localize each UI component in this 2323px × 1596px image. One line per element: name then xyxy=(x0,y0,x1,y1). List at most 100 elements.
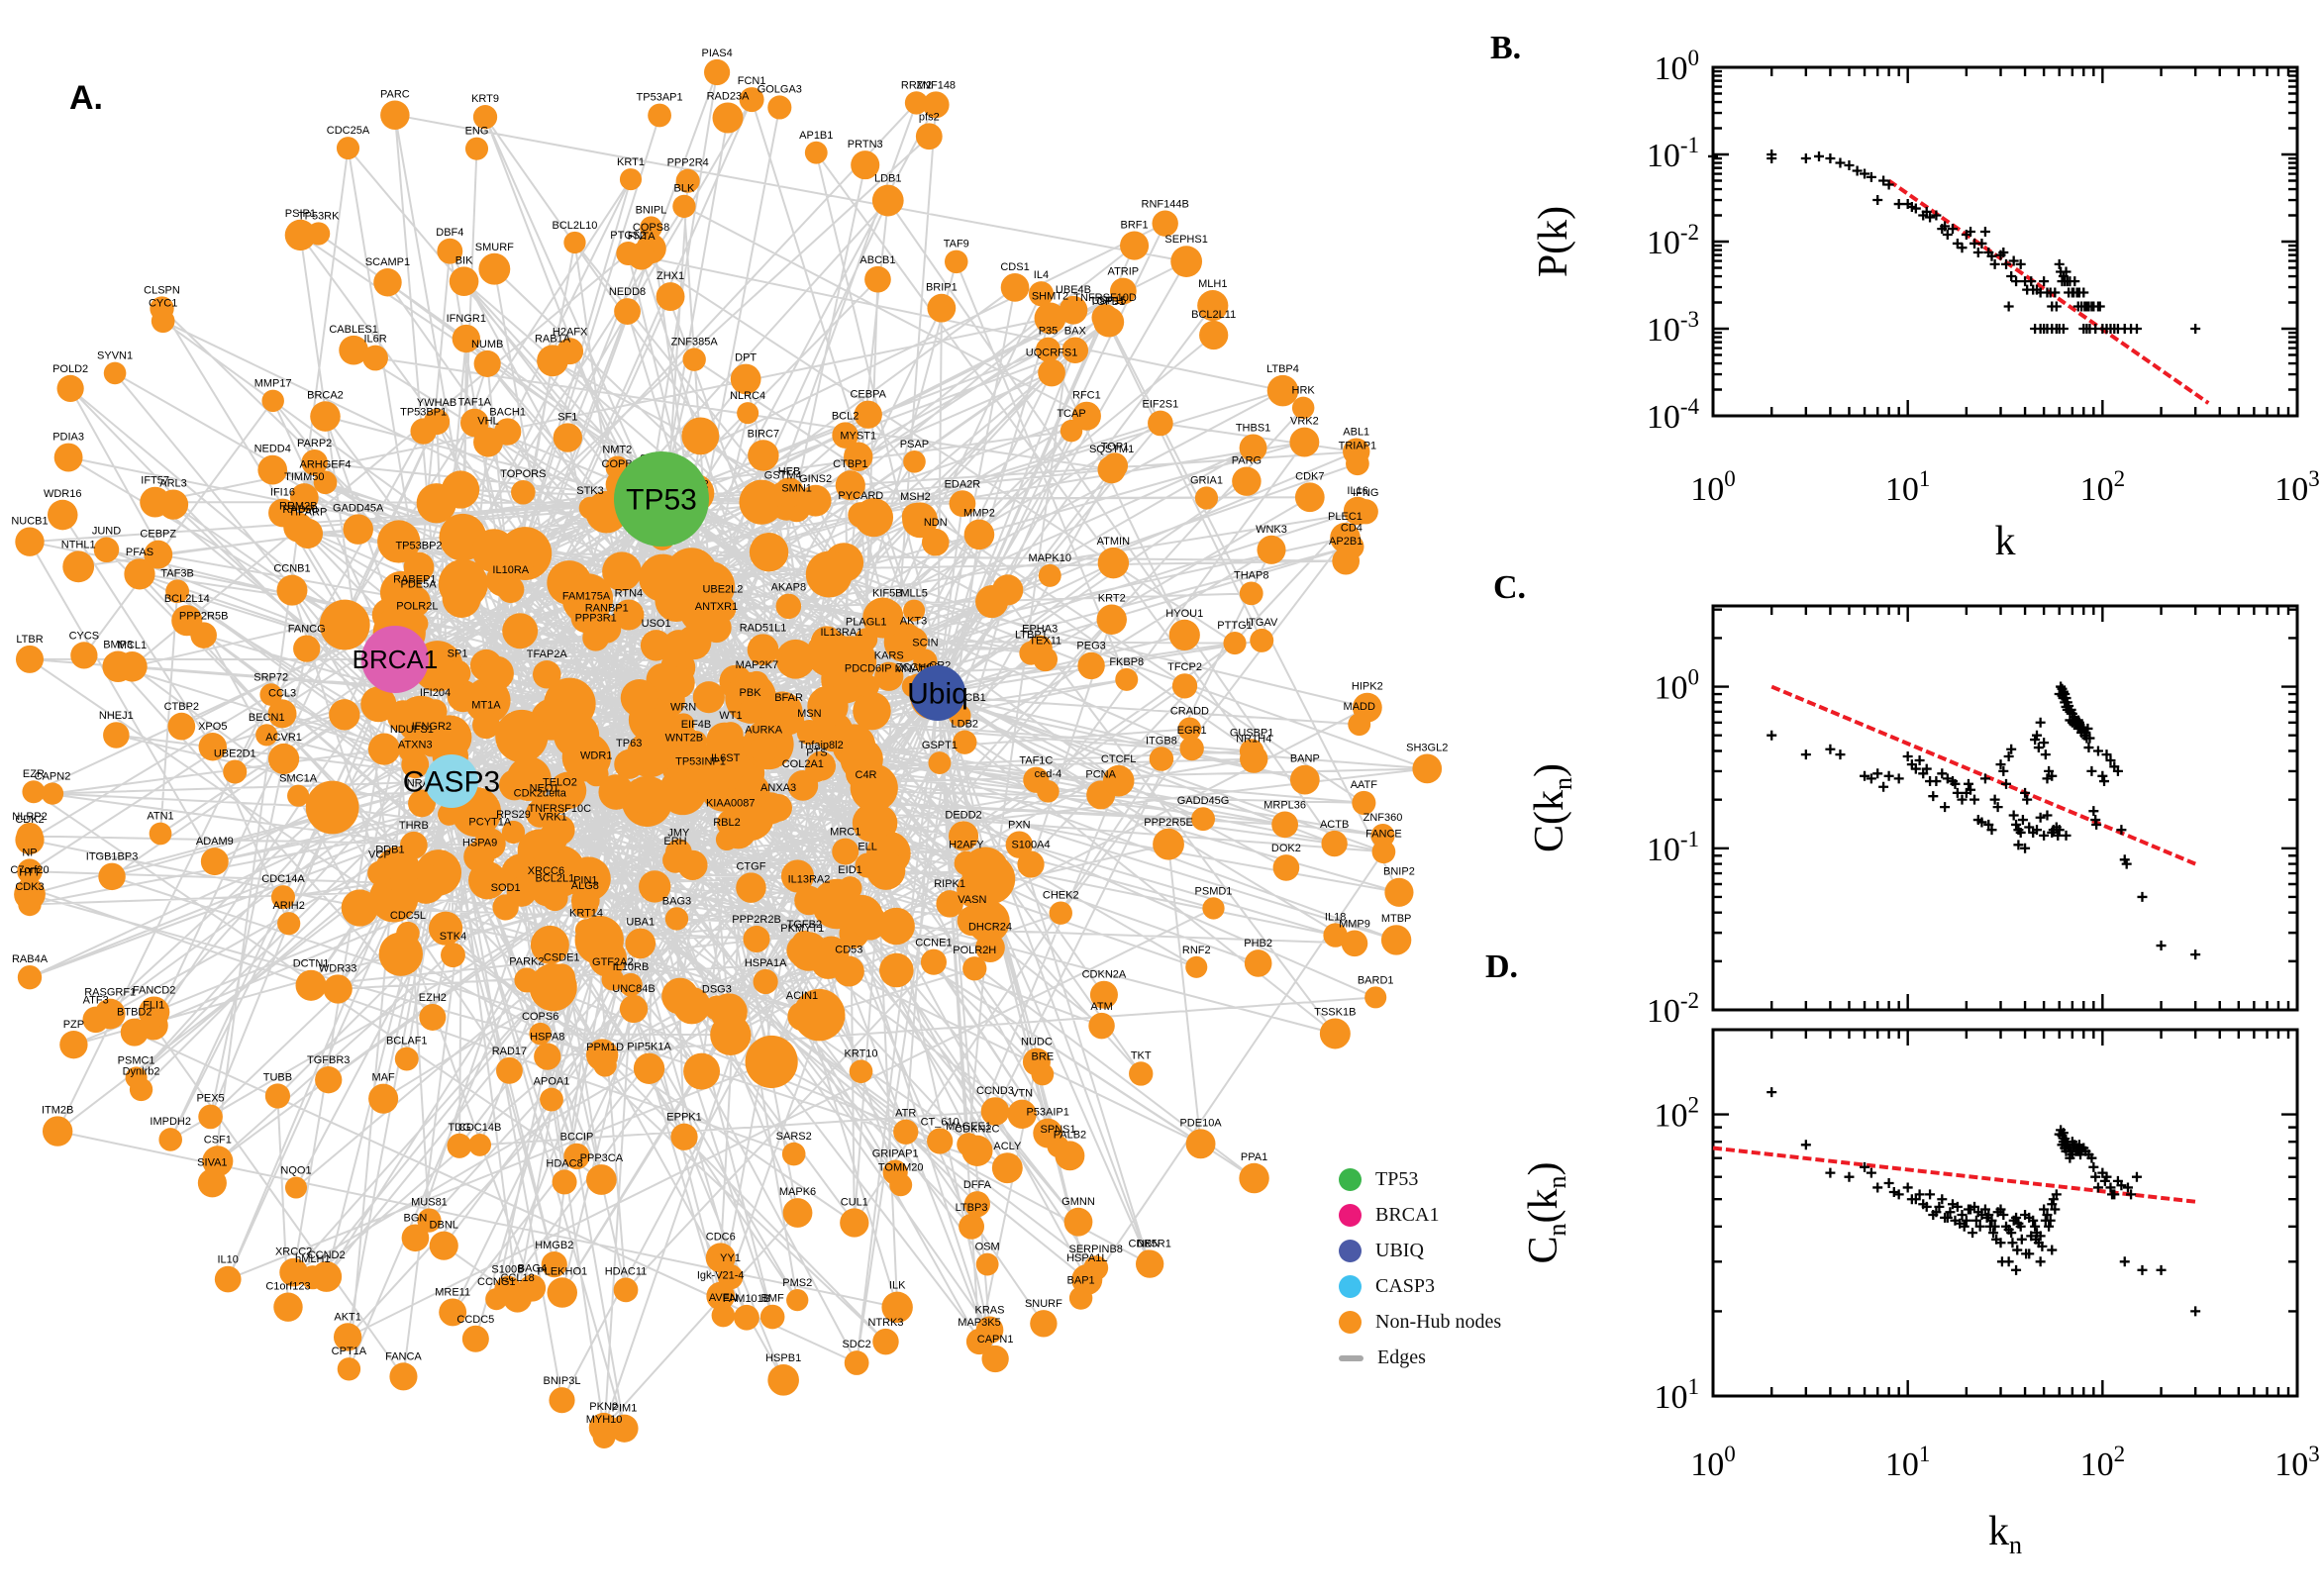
network-node-label: TAF3B xyxy=(160,567,193,579)
network-node xyxy=(223,759,248,784)
network-node xyxy=(853,691,891,731)
network-node-label: TDG xyxy=(448,1122,470,1134)
network-node xyxy=(712,102,744,134)
network-node-label: THBS1 xyxy=(1236,422,1270,434)
network-node-label: HSPA1L xyxy=(1066,1252,1107,1264)
hub-node-label: TP53 xyxy=(626,484,697,517)
network-node xyxy=(877,907,915,946)
network-node xyxy=(1380,925,1412,955)
network-node xyxy=(656,282,685,312)
network-node-label: ATM xyxy=(1090,1001,1112,1013)
network-node xyxy=(144,540,173,569)
network-node-label: PSMC1 xyxy=(118,1054,155,1066)
network-node xyxy=(1330,522,1361,553)
axis-ticks xyxy=(1711,1028,2299,1398)
network-node xyxy=(534,1043,561,1070)
network-node xyxy=(461,1325,489,1352)
network-node xyxy=(625,928,656,959)
network-node-label: PPP2R5E xyxy=(1144,817,1193,829)
network-node-label: RNF144B xyxy=(1142,198,1189,210)
network-node xyxy=(552,1169,577,1195)
network-node-label: BARD1 xyxy=(1358,974,1394,986)
casp3-dot-icon xyxy=(1339,1275,1362,1298)
network-node xyxy=(899,627,928,656)
network-node xyxy=(1036,337,1061,362)
network-node xyxy=(1223,632,1247,655)
network-node xyxy=(1289,427,1320,457)
network-node xyxy=(423,408,451,436)
network-node-label: SPNS1 xyxy=(1041,1124,1076,1136)
network-node xyxy=(464,137,489,160)
network-node xyxy=(276,574,308,606)
network-node-label: CDC5L xyxy=(390,910,426,922)
network-node xyxy=(1071,1263,1103,1296)
network-node-label: EZR xyxy=(23,768,45,780)
network-node xyxy=(851,150,880,180)
network-node-label: PPP2R5B xyxy=(179,610,229,622)
network-node xyxy=(855,628,878,651)
network-node xyxy=(47,499,78,531)
hub-node-tp53 xyxy=(614,451,709,547)
network-node xyxy=(730,363,761,395)
network-node-label: IL13RA2 xyxy=(788,874,831,886)
network-node-label: CSDE1 xyxy=(544,951,580,963)
network-node xyxy=(780,859,815,893)
network-node xyxy=(544,815,575,846)
network-node xyxy=(787,1001,817,1032)
network-node-label: AP2B1 xyxy=(1329,536,1363,548)
panel-c-label: C. xyxy=(1493,569,1527,606)
network-node xyxy=(1059,295,1088,325)
network-node-label: MAPK6 xyxy=(779,1186,816,1198)
network-node-label: TGFB1 xyxy=(1090,296,1125,308)
network-node-label: BCL2L10 xyxy=(553,220,598,232)
network-node xyxy=(277,912,301,936)
network-node-label: KRT14 xyxy=(569,907,603,919)
network-node xyxy=(329,699,360,731)
network-node-label: UBE4B xyxy=(1056,284,1091,296)
legend-item-tp53: TP53 xyxy=(1339,1166,1501,1193)
network-node-label: hMLH1 xyxy=(295,1253,330,1265)
network-node xyxy=(1149,747,1174,771)
tick-label: 102 xyxy=(2080,1442,2126,1483)
network-node-label: NEO1 xyxy=(530,783,559,795)
network-node-label: P53AIP1 xyxy=(1026,1107,1068,1119)
network-node-label: NEDD8 xyxy=(609,286,646,298)
network-node xyxy=(578,496,602,520)
network-node xyxy=(151,309,175,334)
network-node xyxy=(473,349,501,377)
network-node-label: CCND2 xyxy=(308,1249,346,1261)
network-node-label: PARP2 xyxy=(297,438,332,449)
network-node xyxy=(833,955,864,987)
network-node-label: PIAS4 xyxy=(702,48,733,59)
network-node-label: PSAP xyxy=(900,439,929,450)
network-node-label: LTBP1 xyxy=(1015,630,1048,642)
legend-item-casp3: CASP3 xyxy=(1339,1273,1501,1300)
network-node-label: MTBP xyxy=(1381,913,1412,925)
network-node-label: SHMT2 xyxy=(1032,290,1068,302)
network-node-label: CLSPN xyxy=(144,284,180,296)
network-node-label: BFAR xyxy=(774,692,803,704)
network-node xyxy=(829,638,855,664)
network-node xyxy=(1047,1135,1069,1158)
network-node-label: TELO2 xyxy=(543,777,577,789)
network-node-label: CDK7 xyxy=(1295,470,1324,482)
network-node xyxy=(333,1323,362,1351)
network-node-label: ITGB8 xyxy=(1146,735,1177,747)
network-node-label: TP53INP1 xyxy=(675,755,726,767)
network-node xyxy=(140,486,171,518)
network-node xyxy=(682,348,706,371)
network-node-label: BIRC7 xyxy=(748,428,779,440)
network-node-label: ILK xyxy=(889,1280,906,1292)
network-node xyxy=(14,878,46,911)
network-node-label: PLEKHO1 xyxy=(537,1265,587,1277)
network-node-label: ITM2B xyxy=(42,1104,73,1116)
network-node xyxy=(963,519,995,550)
network-node-label: SCAMP1 xyxy=(365,256,410,268)
network-node-label: STK3 xyxy=(576,485,604,497)
hub-node-label: CASP3 xyxy=(403,766,500,799)
tick-label: 102 xyxy=(2080,466,2126,508)
network-node-label: CD4 xyxy=(1341,523,1363,535)
legend-item-nonhub: Non-Hub nodes xyxy=(1339,1309,1501,1336)
network-node xyxy=(782,1198,813,1228)
network-node xyxy=(588,1412,619,1443)
